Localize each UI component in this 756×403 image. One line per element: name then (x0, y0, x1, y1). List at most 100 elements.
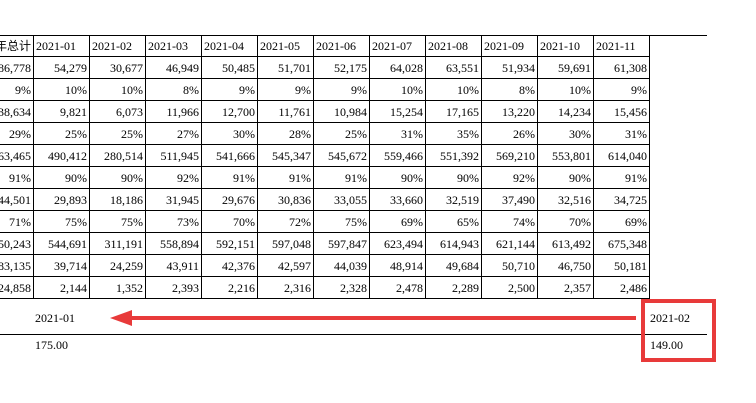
cell: 2,393 (146, 277, 202, 299)
cell: 613,492 (538, 233, 594, 255)
cell: 92% (482, 167, 538, 189)
cell: 90% (90, 167, 146, 189)
cell: 74% (482, 211, 538, 233)
cell: 511,945 (146, 145, 202, 167)
cell: 551,392 (426, 145, 482, 167)
cell: 33,660 (370, 189, 426, 211)
cell: 91% (314, 167, 370, 189)
cell: 42,376 (202, 255, 258, 277)
cell: 10% (370, 79, 426, 101)
cell: 59,691 (538, 57, 594, 79)
cell: 30,836 (258, 189, 314, 211)
header-cell: 2021-09 (482, 35, 538, 57)
cell: 311,191 (90, 233, 146, 255)
cell: 545,672 (314, 145, 370, 167)
cell: 50,710 (482, 255, 538, 277)
cell: 6,073 (90, 101, 146, 123)
header-cell: 2021-04 (202, 35, 258, 57)
cell: 83,135 (0, 255, 34, 277)
cell: 52,175 (314, 57, 370, 79)
cell: 44,039 (314, 255, 370, 277)
cell: 2,486 (594, 277, 650, 299)
cell: 51,934 (482, 57, 538, 79)
cell: 28% (258, 123, 314, 145)
header-cell: 2021-03 (146, 35, 202, 57)
cell: 558,894 (146, 233, 202, 255)
cell: 12,700 (202, 101, 258, 123)
cell: 29,676 (202, 189, 258, 211)
cell: 280,514 (90, 145, 146, 167)
cell: 69% (370, 211, 426, 233)
cell: 621,144 (482, 233, 538, 255)
cell: 91% (594, 167, 650, 189)
cell: 30% (202, 123, 258, 145)
cell: 69% (594, 211, 650, 233)
cell: 623,494 (370, 233, 426, 255)
cell: 614,040 (594, 145, 650, 167)
cell: 15,456 (594, 101, 650, 123)
cell: 29,893 (34, 189, 90, 211)
cell: 24,259 (90, 255, 146, 277)
cell: 25% (34, 123, 90, 145)
cell: 9% (202, 79, 258, 101)
cell: 65% (426, 211, 482, 233)
highlight-box (641, 299, 716, 362)
cell: 44,501 (0, 189, 34, 211)
cell: 70% (538, 211, 594, 233)
cell: 2,144 (34, 277, 90, 299)
header-cell: 2021-07 (370, 35, 426, 57)
cell: 9% (258, 79, 314, 101)
cell: 71% (0, 211, 34, 233)
cell: 31% (594, 123, 650, 145)
cell: 49,684 (426, 255, 482, 277)
cell: 75% (314, 211, 370, 233)
cell: 8% (482, 79, 538, 101)
cell: 91% (202, 167, 258, 189)
header-cell: 2021-10 (538, 35, 594, 57)
cell: 50,485 (202, 57, 258, 79)
cell: 33,055 (314, 189, 370, 211)
cell: 30,677 (90, 57, 146, 79)
cell: 592,151 (202, 233, 258, 255)
cell: 26% (482, 123, 538, 145)
right-amount: 149.00 (650, 338, 683, 352)
cell: 38,634 (0, 101, 34, 123)
header-cell: 年总计 (0, 35, 34, 57)
cell: 90% (370, 167, 426, 189)
cell: 763,465 (0, 145, 34, 167)
cell: 553,801 (538, 145, 594, 167)
left-period: 2021-01 (35, 311, 75, 325)
cell: 90% (34, 167, 90, 189)
cell: 18,186 (90, 189, 146, 211)
cell: 15,254 (370, 101, 426, 123)
cell: 29% (0, 123, 34, 145)
cell: 46,949 (146, 57, 202, 79)
header-cell: 2021-05 (258, 35, 314, 57)
cell: 10% (538, 79, 594, 101)
cell: 9% (0, 79, 34, 101)
cell: 10% (34, 79, 90, 101)
cell: 597,048 (258, 233, 314, 255)
cell: 92% (146, 167, 202, 189)
cell: 675,348 (594, 233, 650, 255)
cell: 545,347 (258, 145, 314, 167)
right-period: 2021-02 (650, 311, 690, 325)
cell: 490,412 (34, 145, 90, 167)
cell: 43,911 (146, 255, 202, 277)
cell: 75% (90, 211, 146, 233)
cell: 559,466 (370, 145, 426, 167)
cell: 25% (90, 123, 146, 145)
cell: 8% (146, 79, 202, 101)
cell: 34,725 (594, 189, 650, 211)
cell: 50,181 (594, 255, 650, 277)
left-amount: 175.00 (35, 338, 68, 352)
cell: 25% (314, 123, 370, 145)
cell: 31,945 (146, 189, 202, 211)
cell: 39,714 (34, 255, 90, 277)
cell: 32,516 (538, 189, 594, 211)
header-cell: 2021-08 (426, 35, 482, 57)
cell: 75% (34, 211, 90, 233)
cell: 2,328 (314, 277, 370, 299)
arrow-head (110, 310, 132, 326)
